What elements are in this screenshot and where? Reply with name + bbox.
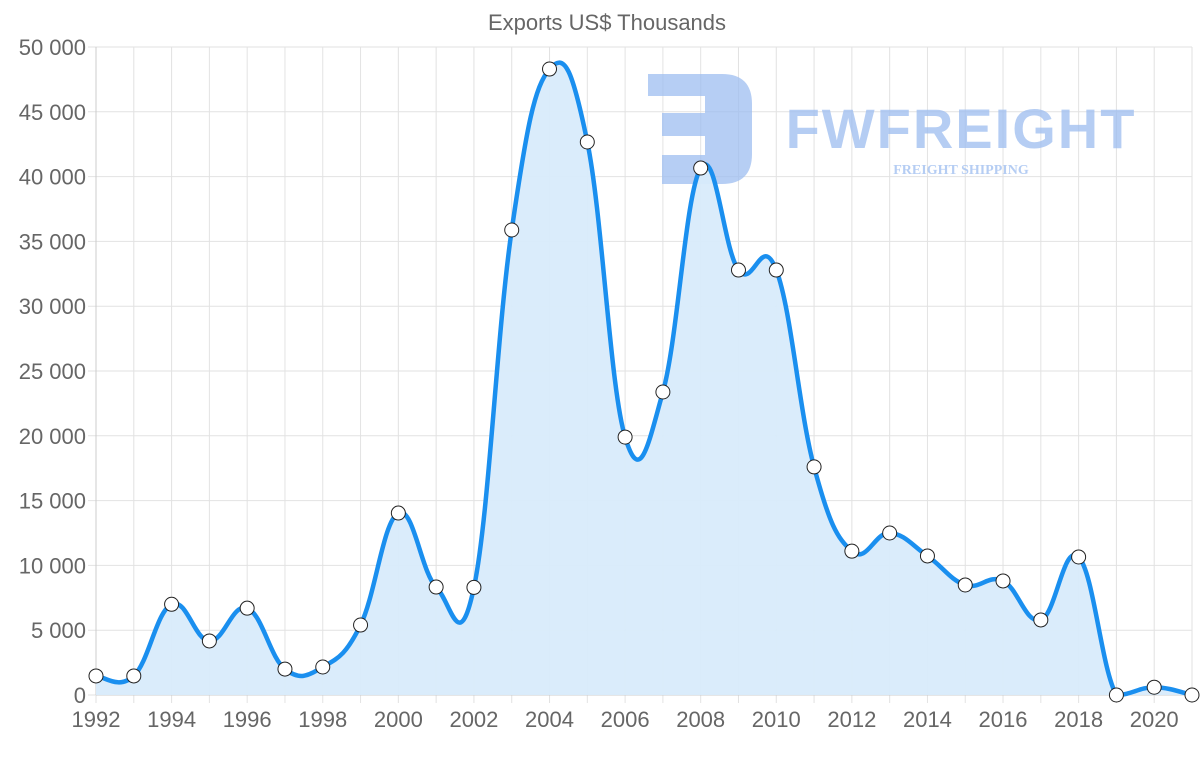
y-axis-ticks: 0 5 000 10 000 15 000 20 000 25 000 30 000 35 0… <box>19 35 86 708</box>
y-tick-label: 25 000 <box>19 359 86 384</box>
data-point-2013[interactable] <box>882 525 898 541</box>
data-point-2017[interactable] <box>1033 612 1049 628</box>
y-tick-label: 50 000 <box>19 35 86 60</box>
x-tick-label: 1994 <box>147 707 196 732</box>
watermark-tagline: FREIGHT SHIPPING <box>893 163 1029 178</box>
y-tick-label: 45 000 <box>19 100 86 125</box>
x-tick-label: 2008 <box>676 707 725 732</box>
y-tick-label: 40 000 <box>19 165 86 190</box>
data-point-2002[interactable] <box>466 579 482 595</box>
data-point-2008[interactable] <box>693 160 709 176</box>
x-tick-label: 2006 <box>601 707 650 732</box>
data-point-1995[interactable] <box>201 633 217 649</box>
data-point-1999[interactable] <box>353 617 369 633</box>
data-point-2018[interactable] <box>1071 549 1087 565</box>
data-point-1994[interactable] <box>164 596 180 612</box>
y-tick-label: 5 000 <box>31 618 86 643</box>
data-point-2014[interactable] <box>919 548 935 564</box>
data-point-2006[interactable] <box>617 429 633 445</box>
series-area-fill <box>96 62 1192 696</box>
data-point-1998[interactable] <box>315 659 331 675</box>
x-tick-label: 2004 <box>525 707 574 732</box>
logo-mark-icon <box>648 74 752 184</box>
data-point-2004[interactable] <box>542 61 558 77</box>
data-point-1992[interactable] <box>88 668 104 684</box>
watermark-brand: FWFREIGHT <box>786 97 1137 160</box>
data-points <box>88 61 1200 703</box>
chart-title: Exports US$ Thousands <box>488 10 726 35</box>
data-point-2012[interactable] <box>844 543 860 559</box>
y-tick-label: 10 000 <box>19 553 86 578</box>
x-tick-label: 1996 <box>223 707 272 732</box>
x-axis-ticks: 1992 1994 1996 1998 2000 2002 2004 2006 2008 2010… <box>72 707 1179 732</box>
data-point-2009[interactable] <box>730 262 746 278</box>
data-point-1996[interactable] <box>239 600 255 616</box>
watermark-logo: FWFREIGHT FREIGHT SHIPPING <box>648 74 1137 184</box>
data-point-2003[interactable] <box>504 222 520 238</box>
y-tick-label: 35 000 <box>19 229 86 254</box>
data-point-2007[interactable] <box>655 384 671 400</box>
y-tick-label: 20 000 <box>19 424 86 449</box>
x-tick-label: 2000 <box>374 707 423 732</box>
data-point-1993[interactable] <box>126 668 142 684</box>
data-point-2021[interactable] <box>1184 687 1200 703</box>
data-point-2005[interactable] <box>579 134 595 150</box>
y-tick-label: 0 <box>74 683 86 708</box>
data-point-2019[interactable] <box>1108 687 1124 703</box>
x-tick-label: 1998 <box>298 707 347 732</box>
data-point-2010[interactable] <box>768 262 784 278</box>
data-point-2016[interactable] <box>995 573 1011 589</box>
x-tick-label: 2012 <box>827 707 876 732</box>
x-tick-label: 2020 <box>1130 707 1179 732</box>
data-point-1997[interactable] <box>277 661 293 677</box>
x-tick-label: 2016 <box>979 707 1028 732</box>
x-tick-label: 2018 <box>1054 707 1103 732</box>
data-point-2000[interactable] <box>390 505 406 521</box>
y-tick-label: 15 000 <box>19 489 86 514</box>
data-point-2015[interactable] <box>957 577 973 593</box>
x-tick-label: 2010 <box>752 707 801 732</box>
x-tick-label: 1992 <box>72 707 121 732</box>
x-tick-label: 2014 <box>903 707 952 732</box>
data-point-2020[interactable] <box>1146 679 1162 695</box>
x-tick-label: 2002 <box>449 707 498 732</box>
data-point-2001[interactable] <box>428 579 444 595</box>
data-point-2011[interactable] <box>806 459 822 475</box>
y-tick-label: 30 000 <box>19 294 86 319</box>
